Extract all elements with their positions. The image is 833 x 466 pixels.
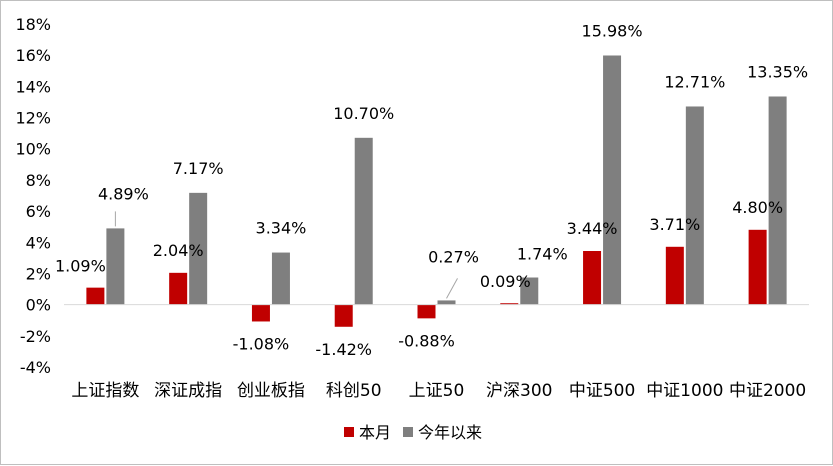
data-label-ytd: 1.74% [517,245,568,264]
data-label-month: -1.08% [233,334,290,353]
data-label-month: -0.88% [398,331,455,350]
bar-ytd [768,96,787,305]
legend-label-month: 本月 [359,423,391,442]
y-tick-label: 16% [15,46,51,65]
data-label-ytd: 7.17% [173,159,224,178]
x-category-label: 中证500 [569,381,635,401]
data-label-ytd: 15.98% [582,21,643,40]
x-category-label: 上证指数 [71,381,139,401]
y-tick-label: 8% [26,171,51,190]
data-label-month: 4.80% [732,198,783,217]
data-label-ytd: 13.35% [747,62,808,81]
data-label-month: 0.09% [480,272,531,291]
data-label-month: 3.44% [567,219,618,238]
bar-month [665,246,684,305]
bar-ytd [520,277,539,305]
bar-month [169,272,188,305]
leader-line [446,278,458,299]
bar-month [417,304,436,319]
data-label-ytd: 10.70% [333,104,394,123]
bar-ytd [437,300,456,305]
legend-label-ytd: 今年以来 [418,423,482,442]
x-category-label: 中证1000 [646,381,723,401]
bar-month [748,229,767,305]
bar-month [583,251,602,305]
y-tick-label: 6% [26,202,51,221]
y-tick-label: 0% [26,296,51,315]
legend-swatch-month [344,427,354,437]
data-label-month: 1.09% [55,257,106,276]
bar-ytd [354,137,373,305]
bar-ytd [271,252,290,305]
y-tick-label: 12% [15,109,51,128]
x-category-label: 中证2000 [729,381,806,401]
bar-ytd [685,106,704,305]
y-tick-label: 2% [26,264,51,283]
bar-ytd [189,192,208,305]
bar-ytd [603,55,622,305]
bar-month [500,303,519,305]
y-tick-label: 14% [15,77,51,96]
legend-swatch-ytd [403,427,413,437]
bar-month [334,304,353,327]
y-tick-label: 18% [15,15,51,34]
x-category-label: 科创50 [326,381,382,401]
y-tick-label: 10% [15,140,51,159]
x-category-label: 创业板指 [237,381,305,401]
y-tick-label: -2% [20,327,51,346]
data-label-month: 2.04% [153,241,204,260]
bar-ytd [106,228,125,305]
data-label-ytd: 3.34% [256,219,307,238]
bar-month [251,304,270,322]
data-label-ytd: 4.89% [98,184,149,203]
data-label-ytd: 12.71% [664,72,725,91]
x-category-label: 沪深300 [486,381,552,401]
x-category-label: 上证50 [409,381,465,401]
data-label-ytd: 0.27% [428,247,479,266]
y-tick-label: -4% [20,358,51,377]
data-label-month: 3.71% [649,215,700,234]
bar-month [86,287,105,305]
x-category-label: 深证成指 [154,381,222,401]
y-tick-label: 4% [26,233,51,252]
data-label-month: -1.42% [315,340,372,359]
